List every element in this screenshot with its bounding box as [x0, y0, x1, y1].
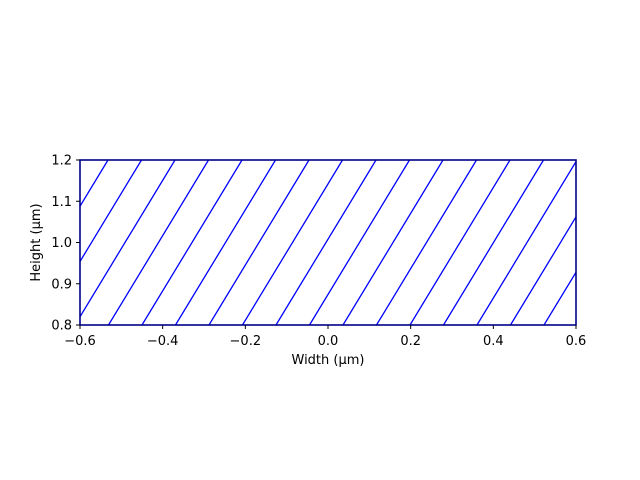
hatch-line	[80, 160, 176, 319]
y-axis-label: Height (µm)	[29, 203, 44, 281]
hatch-line	[141, 160, 243, 325]
y-tick-label: 0.9	[51, 277, 72, 292]
hatch-line	[476, 160, 576, 325]
y-axis: 0.8 0.9 1.0 1.1 1.2	[51, 154, 80, 334]
hatch-line	[107, 160, 210, 325]
y-tick-label: 1.2	[51, 154, 72, 169]
hatch-line	[80, 160, 109, 208]
hatch-lines	[80, 160, 576, 325]
hatch-line	[509, 215, 576, 325]
x-tick-label: 0.6	[566, 334, 587, 349]
y-tick-label: 1.1	[51, 195, 72, 210]
x-tick-label: 0.2	[400, 334, 421, 349]
x-tick-label: −0.6	[64, 334, 96, 349]
hatch-line	[543, 270, 576, 325]
x-axis: −0.6 −0.4 −0.2 0.0 0.2 0.4 0.6	[64, 325, 586, 349]
x-tick-label: 0.4	[483, 334, 504, 349]
x-tick-label: −0.4	[147, 334, 179, 349]
hatch-line	[174, 160, 277, 325]
hatch-line	[308, 160, 411, 325]
y-tick-label: 0.8	[51, 319, 72, 334]
y-tick-label: 1.0	[51, 236, 72, 251]
hatch-line	[342, 160, 444, 325]
x-axis-label: Width (µm)	[292, 353, 365, 368]
hatch-line	[442, 160, 545, 325]
x-tick-label: −0.2	[230, 334, 262, 349]
hatch-line	[375, 160, 478, 325]
x-tick-label: 0.0	[318, 334, 339, 349]
hatch-line	[241, 160, 344, 325]
hatch-line	[208, 160, 310, 325]
hatch-line	[409, 160, 511, 325]
hatch-line	[80, 160, 143, 263]
hatch-line	[275, 160, 377, 325]
